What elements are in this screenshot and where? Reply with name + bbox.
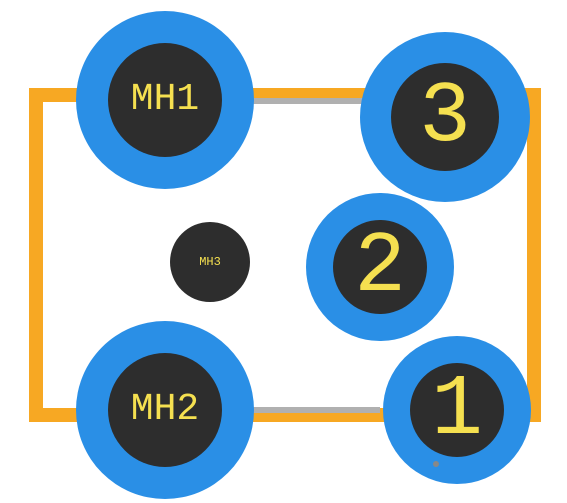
pad-mh3: MH3 bbox=[170, 222, 250, 302]
pcb-footprint-canvas: MH1 MH2 321 MH3 bbox=[0, 0, 567, 503]
origin-marker bbox=[433, 461, 439, 467]
pad-label: MH2 bbox=[131, 391, 199, 429]
pad-pad1: 1 bbox=[383, 336, 531, 484]
pad-pad3: 3 bbox=[360, 32, 530, 202]
pad-label: MH3 bbox=[199, 256, 221, 268]
pad-label: MH1 bbox=[131, 81, 199, 119]
pad-label: 3 bbox=[419, 74, 471, 160]
pad-label: 1 bbox=[431, 367, 483, 453]
pad-mh2: MH2 bbox=[76, 321, 254, 499]
pad-mh1: MH1 bbox=[76, 11, 254, 189]
pad-label: 2 bbox=[354, 224, 406, 310]
pad-pad2: 2 bbox=[306, 193, 454, 341]
